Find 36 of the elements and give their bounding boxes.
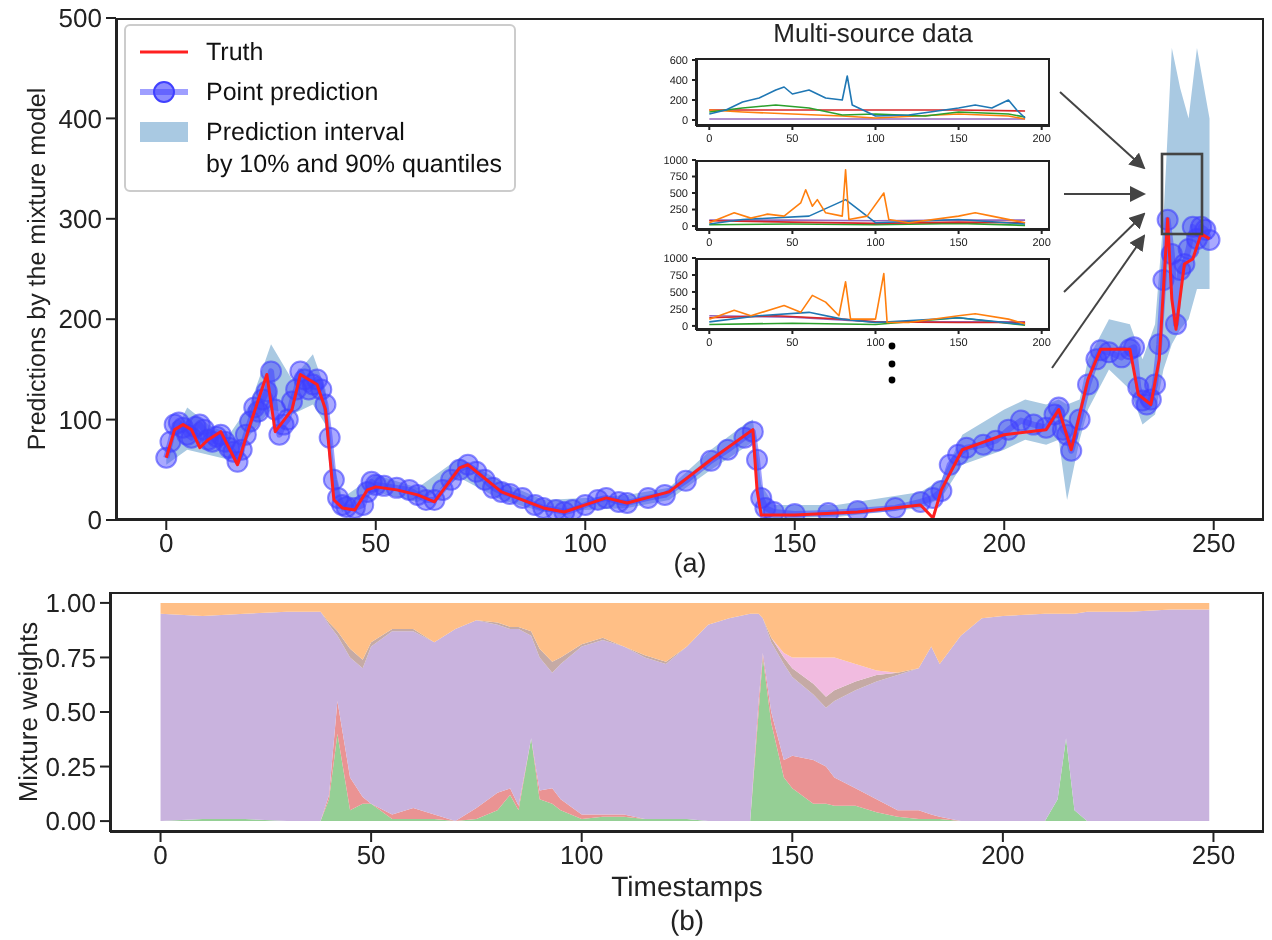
y-axis-title: Predictions by the mixture model	[22, 87, 51, 451]
y-tick-label: 0.00	[45, 806, 96, 837]
x-tick-label: 100	[563, 528, 607, 559]
legend-label: Prediction interval by 10% and 90% quantiles	[206, 116, 503, 180]
x-tick-label: 200	[981, 840, 1025, 871]
y-tick-label: 400	[58, 103, 102, 134]
y-tick-label: 0.25	[45, 751, 96, 782]
y-tick-label: 0	[87, 505, 102, 536]
y-tick-label: 0.75	[45, 642, 96, 673]
y-axis-title: Mixture weights	[13, 620, 44, 803]
y-tick-label: 300	[58, 204, 102, 235]
x-tick-label: 250	[1192, 528, 1236, 559]
line-series	[708, 104, 1026, 118]
line-series	[708, 198, 1026, 225]
x-axis-title: Timestamps	[611, 870, 763, 902]
legend-label: Point prediction	[206, 76, 379, 108]
x-tick-label: 150	[770, 840, 814, 871]
y-tick-label: 500	[58, 3, 102, 34]
text: (b)	[667, 904, 707, 936]
x-tick-label: 150	[773, 528, 817, 559]
y-tick-label: 100	[58, 404, 102, 435]
y-tick-label: 1.00	[45, 588, 96, 619]
x-tick-label: 100	[560, 840, 604, 871]
line-series	[708, 169, 1026, 224]
x-tick-label: 250	[1191, 840, 1236, 871]
x-tick-label: 0	[159, 528, 174, 559]
chart-title: Multi-source data	[771, 18, 975, 48]
x-axis-title: (a)	[673, 548, 707, 578]
line-series	[708, 272, 1026, 325]
x-tick-label: 0	[153, 840, 168, 871]
x-tick-label: 200	[982, 528, 1026, 559]
line-series	[708, 75, 1026, 119]
x-tick-label: 50	[361, 528, 391, 559]
legend-label: Truth	[206, 36, 264, 68]
x-tick-label: 50	[356, 840, 386, 871]
y-tick-label: 0.50	[45, 697, 96, 728]
